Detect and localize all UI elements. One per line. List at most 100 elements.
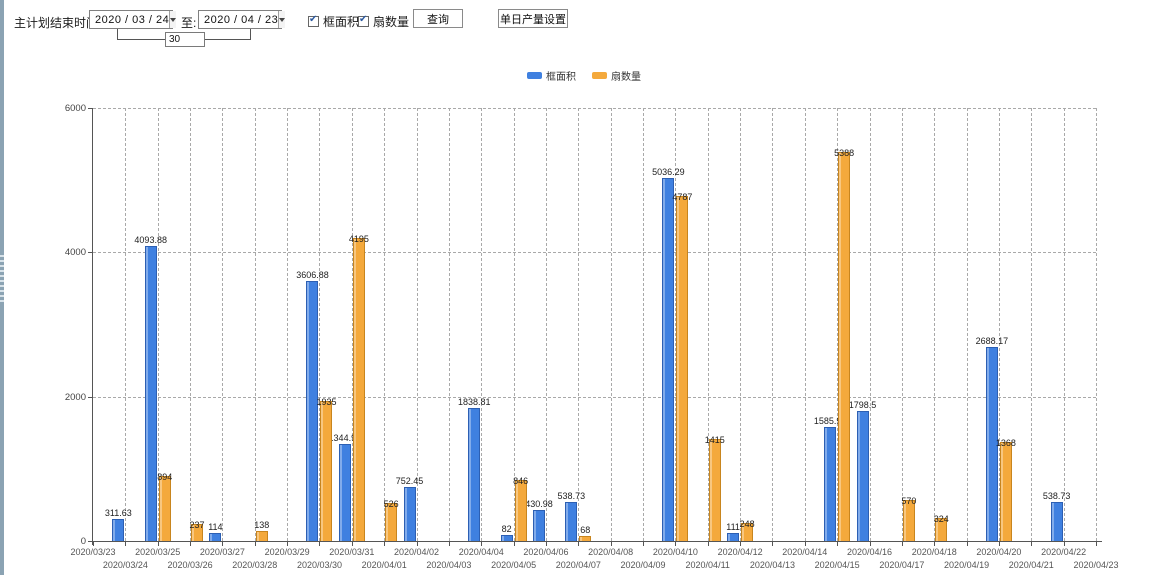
fan-count-bar[interactable]	[191, 523, 204, 541]
x-tick-label: 2020/04/08	[588, 547, 634, 557]
x-tick	[384, 542, 386, 546]
fan-count-bar[interactable]	[935, 517, 948, 541]
y-tick-label: 6000	[64, 103, 86, 114]
fan-count-bar[interactable]	[385, 503, 398, 541]
fan-count-bar[interactable]	[158, 476, 171, 541]
chevron-down-icon[interactable]	[169, 11, 177, 28]
frame-area-checkbox-label: 框面积	[323, 15, 360, 29]
fan-count-bar[interactable]	[741, 523, 754, 541]
bar-value-label: 5036.29	[652, 166, 685, 177]
x-tick	[1063, 542, 1065, 546]
x-tick	[675, 542, 677, 546]
legend-item[interactable]: 扇数量	[592, 68, 641, 83]
legend-label: 框面积	[546, 72, 576, 83]
frame-area-checkbox[interactable]: 框面积	[308, 13, 359, 30]
bar-value-label: 430.98	[525, 498, 553, 509]
x-tick	[319, 542, 321, 546]
checkbox-checked-icon[interactable]	[358, 14, 369, 27]
fan-count-bar[interactable]	[708, 438, 721, 541]
fan-count-checkbox[interactable]: 扇数量	[358, 13, 409, 30]
x-tick	[707, 542, 709, 546]
x-tick	[643, 542, 645, 546]
bar-value-label: 82	[501, 524, 512, 535]
fan-count-bar[interactable]	[902, 499, 915, 541]
frame-area-bar[interactable]	[824, 426, 837, 541]
to-label: 至:	[181, 16, 197, 30]
fan-count-bar[interactable]	[676, 195, 689, 541]
bar-value-label: 3606.88	[296, 269, 329, 280]
fan-count-bar[interactable]	[255, 531, 268, 541]
v-gridline	[578, 108, 580, 541]
bar-value-label: 138	[254, 520, 270, 531]
legend-swatch-icon	[527, 72, 542, 79]
legend-item[interactable]: 框面积	[527, 68, 576, 83]
frame-area-bar[interactable]	[662, 177, 675, 541]
frame-area-bar[interactable]	[306, 280, 319, 541]
left-splitter[interactable]	[0, 0, 4, 575]
bracket-line	[117, 39, 165, 40]
x-tick-label: 2020/04/05	[491, 560, 537, 570]
x-tick-label: 2020/04/16	[846, 547, 893, 557]
bar-value-label: 4787	[672, 191, 693, 202]
fan-count-bar[interactable]	[320, 401, 333, 541]
x-tick-label: 2020/04/20	[976, 547, 1022, 557]
x-tick	[287, 542, 289, 546]
frame-area-bar[interactable]	[856, 411, 869, 541]
bar-value-label: 538.73	[557, 491, 586, 502]
frame-area-bar[interactable]	[565, 502, 578, 541]
fan-count-bar[interactable]	[838, 152, 851, 541]
bar-value-label: 2688.17	[975, 336, 1009, 347]
fan-count-checkbox-label: 扇数量	[373, 15, 410, 29]
v-gridline	[966, 108, 968, 541]
bar-value-label: 111	[726, 522, 740, 532]
date-from-picker[interactable]: 2020 / 03 / 24	[89, 10, 177, 29]
x-tick	[740, 542, 742, 546]
fan-count-bar[interactable]	[352, 238, 365, 541]
frame-area-bar[interactable]	[1050, 502, 1063, 541]
x-tick-label: 2020/04/18	[911, 547, 957, 557]
frame-area-bar[interactable]	[727, 533, 740, 541]
v-gridline	[804, 108, 806, 541]
v-gridline	[837, 108, 839, 541]
v-gridline	[319, 108, 321, 541]
x-tick-label: 2020/04/14	[782, 547, 828, 557]
fan-count-bar[interactable]	[579, 536, 592, 541]
frame-area-bar[interactable]	[532, 509, 545, 541]
frame-area-bar[interactable]	[500, 535, 513, 541]
frame-area-bar[interactable]	[144, 245, 157, 541]
x-tick	[351, 542, 353, 546]
x-tick-label: 2020/04/19	[944, 560, 990, 570]
query-button[interactable]: 查询	[413, 9, 463, 28]
x-tick	[93, 542, 94, 546]
chevron-down-icon[interactable]	[278, 11, 286, 28]
date-to-picker[interactable]: 2020 / 04 / 23	[198, 10, 286, 29]
x-tick-label: 2020/04/04	[458, 547, 504, 557]
x-tick	[513, 542, 515, 546]
x-tick-label: 2020/03/27	[199, 547, 245, 557]
frame-area-bar[interactable]	[468, 408, 481, 541]
fan-count-bar[interactable]	[514, 479, 527, 541]
v-gridline	[1063, 108, 1065, 541]
v-gridline	[707, 108, 709, 541]
v-gridline	[545, 108, 547, 541]
frame-area-bar[interactable]	[403, 486, 416, 541]
date-to-value: 2020 / 04 / 23	[204, 13, 279, 26]
v-gridline	[1031, 108, 1033, 541]
frame-area-bar[interactable]	[209, 532, 222, 541]
interval-days-input[interactable]: 30	[165, 32, 205, 47]
frame-area-bar[interactable]	[112, 518, 125, 541]
fan-count-bar[interactable]	[999, 442, 1012, 541]
x-tick-label: 2020/03/30	[296, 560, 342, 570]
x-tick	[1096, 542, 1097, 546]
v-gridline	[416, 108, 418, 541]
daily-output-settings-button[interactable]: 单日产量设置	[498, 9, 568, 28]
x-tick-label: 2020/04/17	[879, 560, 925, 570]
bar-value-label: 526	[383, 499, 399, 510]
v-gridline	[869, 108, 871, 541]
x-tick-label: 2020/04/10	[652, 547, 698, 557]
bar-value-label: 1585.96	[813, 415, 847, 426]
frame-area-bar[interactable]	[985, 347, 998, 541]
frame-area-bar[interactable]	[338, 443, 351, 541]
checkbox-checked-icon[interactable]	[308, 14, 319, 27]
